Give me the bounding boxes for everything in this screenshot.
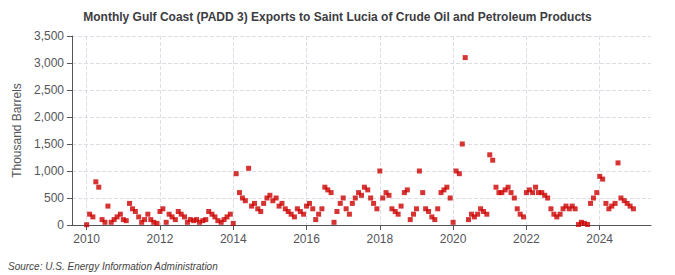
- svg-text:Source: U.S. Energy Informatio: Source: U.S. Energy Information Administ…: [8, 261, 218, 272]
- svg-text:0: 0: [57, 218, 64, 232]
- svg-text:500: 500: [44, 191, 64, 205]
- svg-text:3,000: 3,000: [34, 56, 64, 70]
- svg-text:1,500: 1,500: [34, 137, 64, 151]
- svg-text:2012: 2012: [147, 232, 174, 246]
- svg-text:2020: 2020: [440, 232, 467, 246]
- svg-text:2014: 2014: [220, 232, 247, 246]
- svg-text:2022: 2022: [513, 232, 540, 246]
- svg-text:2010: 2010: [73, 232, 100, 246]
- svg-text:2016: 2016: [293, 232, 320, 246]
- svg-text:2018: 2018: [366, 232, 393, 246]
- svg-text:2024: 2024: [586, 232, 613, 246]
- svg-text:1,000: 1,000: [34, 164, 64, 178]
- svg-text:Thousand Barrels: Thousand Barrels: [10, 83, 24, 178]
- svg-text:3,500: 3,500: [34, 29, 64, 43]
- svg-text:Monthly Gulf Coast (PADD 3) Ex: Monthly Gulf Coast (PADD 3) Exports to S…: [83, 10, 592, 24]
- svg-text:2,500: 2,500: [34, 83, 64, 97]
- svg-text:2,000: 2,000: [34, 110, 64, 124]
